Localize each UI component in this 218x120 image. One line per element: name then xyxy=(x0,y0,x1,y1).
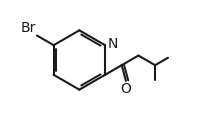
Text: O: O xyxy=(121,82,131,96)
Text: N: N xyxy=(108,37,118,51)
Text: Br: Br xyxy=(21,21,36,35)
